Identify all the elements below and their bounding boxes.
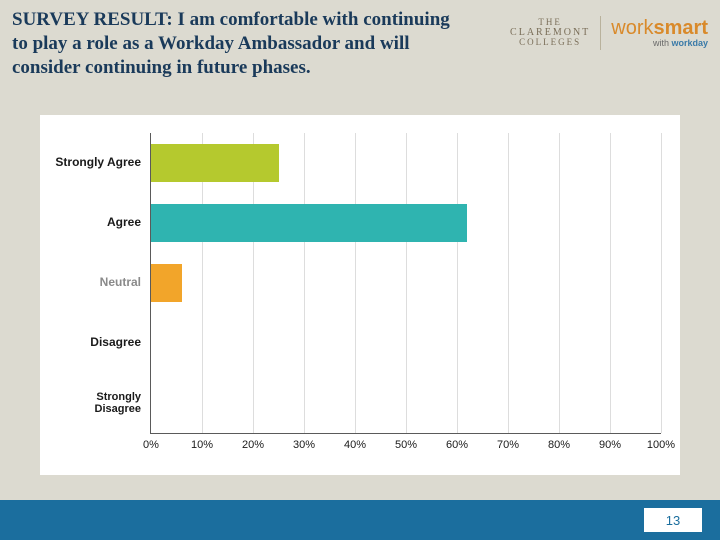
slide: SURVEY RESULT: I am comfortable with con…	[0, 0, 720, 540]
plot: 0%10%20%30%40%50%60%70%80%90%100%Strongl…	[150, 133, 661, 434]
x-axis-label: 0%	[136, 439, 166, 451]
x-axis-label: 70%	[493, 439, 523, 451]
claremont-line3: COLLEGES	[510, 38, 590, 47]
worksmart-subline: with workday	[611, 39, 708, 48]
x-axis-label: 30%	[289, 439, 319, 451]
page-number: 13	[644, 508, 702, 532]
gridline	[355, 133, 356, 433]
worksmart-part1: work	[611, 17, 653, 39]
bar-neutral	[151, 264, 182, 302]
gridline	[610, 133, 611, 433]
worksmart-sub-prefix: with	[653, 38, 672, 48]
gridline	[406, 133, 407, 433]
footer-bar: 13	[0, 500, 720, 540]
y-axis-label: Disagree	[41, 336, 141, 349]
x-axis-label: 50%	[391, 439, 421, 451]
logo-group: THE CLAREMONT COLLEGES worksmart with wo…	[476, 8, 708, 50]
x-axis-label: 40%	[340, 439, 370, 451]
gridline	[559, 133, 560, 433]
gridline	[508, 133, 509, 433]
x-axis-label: 100%	[646, 439, 676, 451]
slide-title: SURVEY RESULT: I am comfortable with con…	[12, 8, 476, 79]
worksmart-part2: smart	[654, 17, 708, 39]
worksmart-logo: worksmart with workday	[611, 18, 708, 48]
claremont-logo: THE CLAREMONT COLLEGES	[510, 18, 590, 47]
x-axis-label: 80%	[544, 439, 574, 451]
y-axis-label: Strongly Agree	[41, 156, 141, 169]
worksmart-text: worksmart	[611, 18, 708, 39]
gridline	[661, 133, 662, 433]
x-axis-label: 10%	[187, 439, 217, 451]
y-axis-label: Neutral	[41, 276, 141, 289]
y-axis-label: StronglyDisagree	[41, 391, 141, 415]
x-axis-label: 60%	[442, 439, 472, 451]
chart-area: 0% 10% 20% 30% 40% 50% 60% 70% 80% 90% 100% Strongl…	[40, 115, 680, 475]
x-axis-label: 20%	[238, 439, 268, 451]
gridline	[304, 133, 305, 433]
header: SURVEY RESULT: I am comfortable with con…	[0, 0, 720, 104]
logo-divider	[600, 16, 601, 50]
workday-brand: workday	[671, 38, 708, 48]
gridline	[457, 133, 458, 433]
x-axis-label: 90%	[595, 439, 625, 451]
bar-agree	[151, 204, 467, 242]
bar-strongly-agree	[151, 144, 279, 182]
y-axis-label: Agree	[41, 216, 141, 229]
